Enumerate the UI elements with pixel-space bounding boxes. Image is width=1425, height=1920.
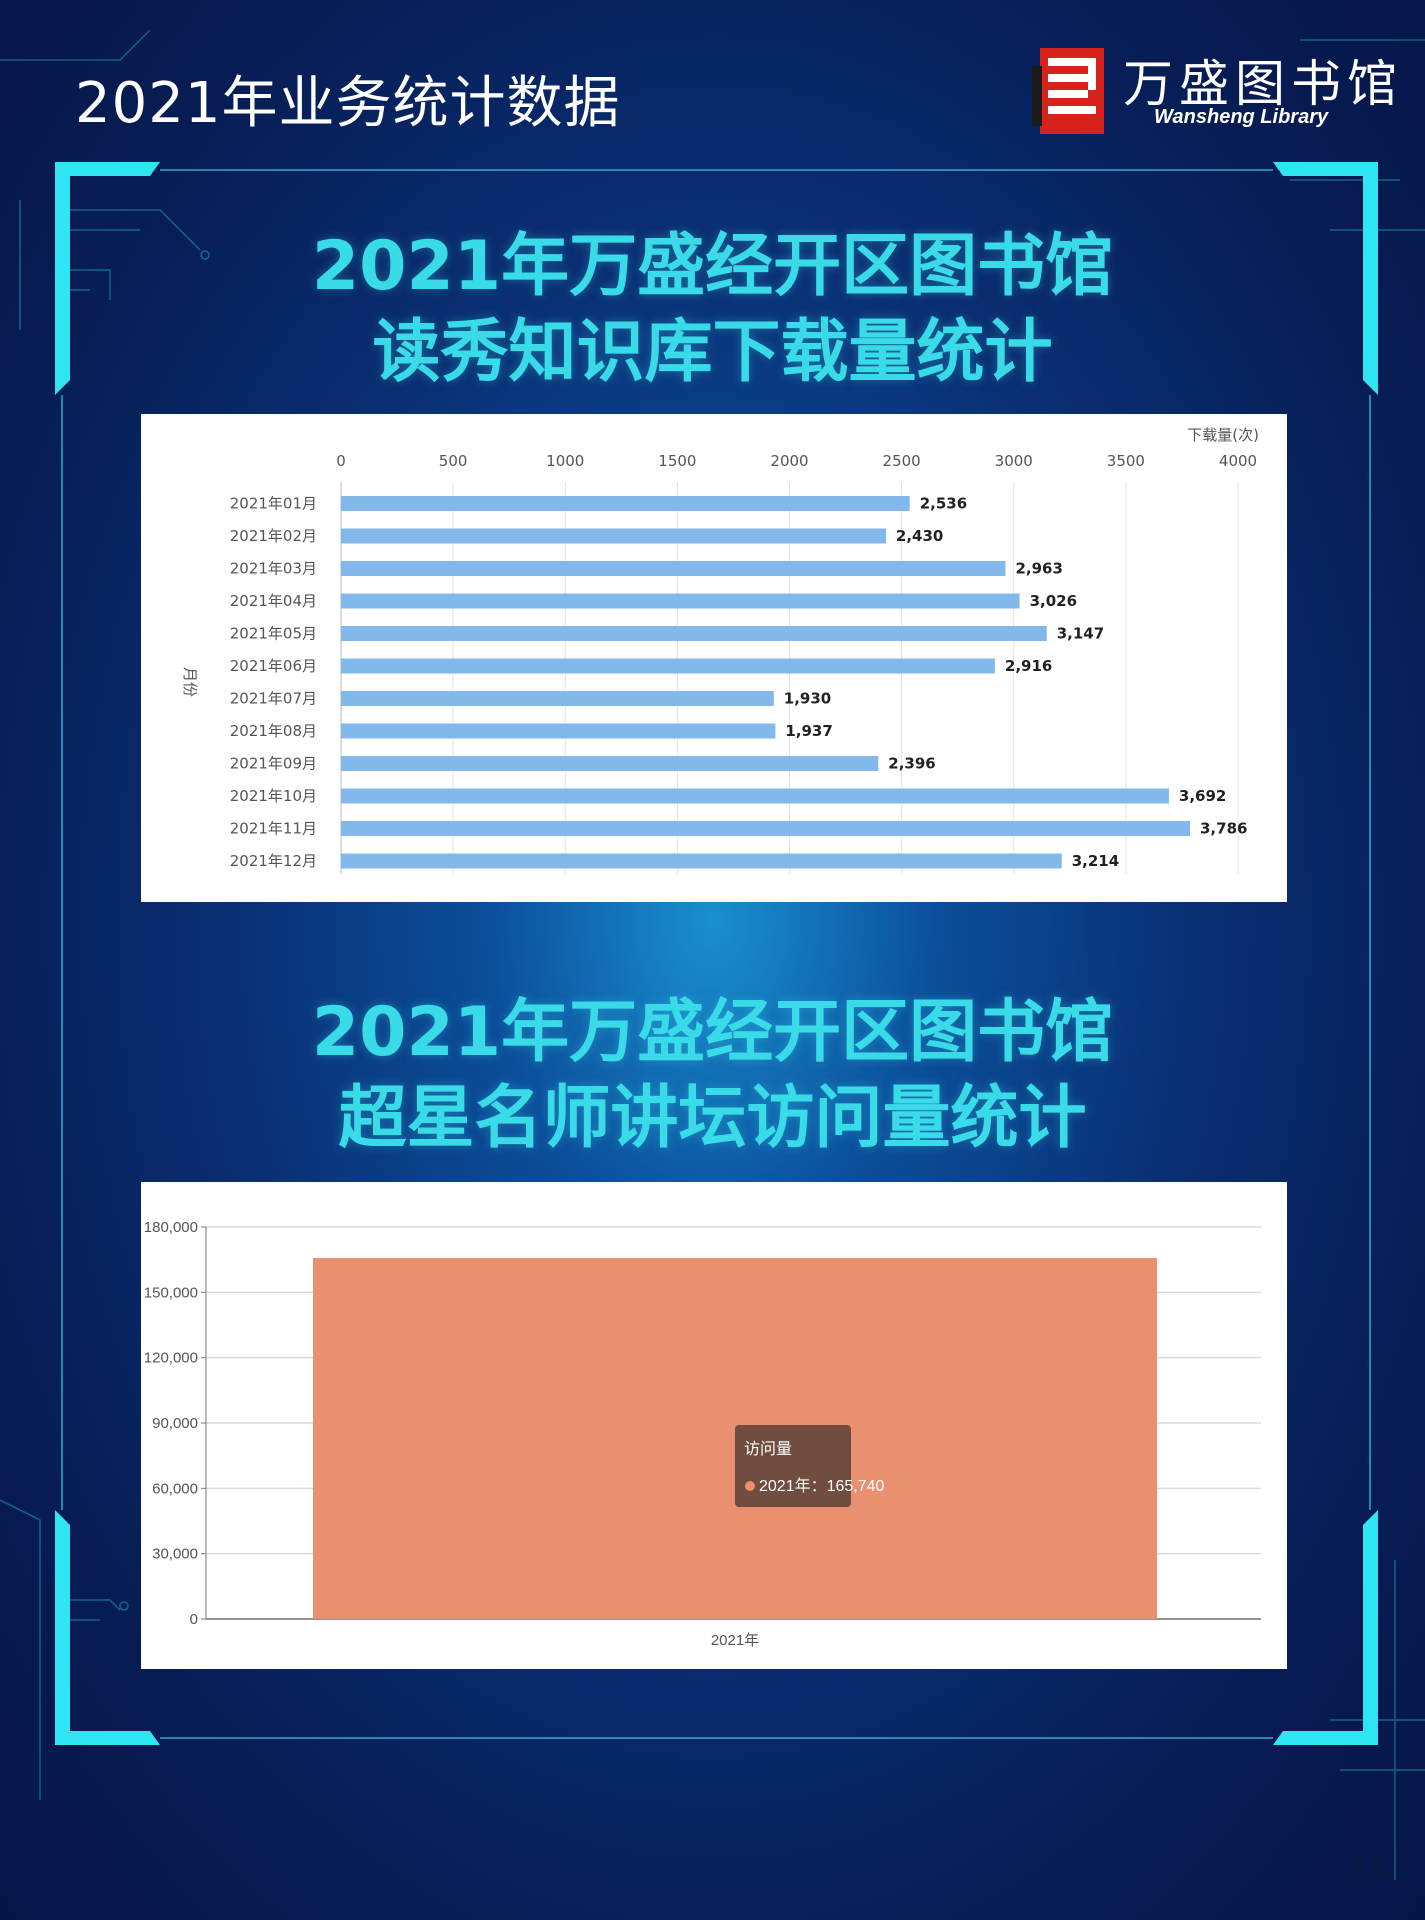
y-tick-label: 30,000 <box>152 1546 198 1563</box>
bar-12 <box>341 853 1062 869</box>
bar-10 <box>341 788 1169 804</box>
visits-chart-title-line1: 2021年万盛经开区图书馆 <box>311 993 1114 1072</box>
bar-9 <box>341 756 879 771</box>
bar-1 <box>341 496 910 511</box>
page-number: 14 <box>1352 1855 1386 1885</box>
y-tick-label: 2021年12月 <box>230 852 317 870</box>
x-tick-label: 500 <box>439 452 468 470</box>
bar-8 <box>341 723 776 739</box>
tooltip-marker <box>745 1481 755 1491</box>
library-logo: 万盛图书馆 Wansheng Library <box>1038 44 1397 140</box>
bar-value-label: 3,026 <box>1030 592 1077 610</box>
logo-name-en: Wansheng Library <box>1154 106 1329 128</box>
x-tick-label: 3500 <box>1107 452 1145 470</box>
y-tick-label: 2021年07月 <box>230 690 317 708</box>
logo-name-cn: 万盛图书馆 <box>1123 55 1403 113</box>
x-tick-label: 2000 <box>770 452 808 470</box>
download-chart-panel: 0 500 1000 1500 2000 2500 3000 3500 4000 下载量(次) 月份… <box>141 414 1287 902</box>
tooltip-series: 访问量 <box>744 1440 792 1458</box>
bar-value-label: 2,916 <box>1005 657 1052 675</box>
x-tick-label: 2021年 <box>711 1632 759 1649</box>
y-tick-label: 120,000 <box>144 1350 198 1367</box>
bar-6 <box>341 658 995 674</box>
bar-2 <box>341 528 886 544</box>
y-tick-label: 2021年06月 <box>230 657 317 675</box>
y-tick-label: 2021年04月 <box>230 592 317 610</box>
bar-value-label: 1,937 <box>785 722 832 740</box>
bar-value-label: 2,430 <box>896 527 943 545</box>
y-axis-label: 月份 <box>181 667 199 697</box>
y-tick-label: 2021年05月 <box>230 625 317 643</box>
x-tick-label: 2500 <box>883 452 921 470</box>
y-tick-label: 2021年03月 <box>230 560 317 578</box>
bar-value-label: 2,963 <box>1015 560 1062 578</box>
bar-value-label: 3,214 <box>1072 852 1119 870</box>
x-tick-label: 1500 <box>658 452 696 470</box>
tooltip-entry: 2021年：165,740 <box>759 1477 885 1495</box>
x-axis-label: 下载量(次) <box>1187 426 1259 444</box>
download-chart-title-line2: 读秀知识库下载量统计 <box>372 313 1053 392</box>
visits-chart-title: 2021年万盛经开区图书馆 超星名师讲坛访问量统计 <box>0 990 1425 1162</box>
y-tick-label: 60,000 <box>152 1480 198 1497</box>
bar-value-label: 3,692 <box>1179 787 1226 805</box>
bar-value-label: 3,786 <box>1200 820 1247 838</box>
x-tick-label: 4000 <box>1219 452 1257 470</box>
bar-7 <box>341 691 774 706</box>
y-tick-label: 2021年01月 <box>230 495 317 513</box>
y-tick-label: 150,000 <box>144 1284 198 1301</box>
y-tick-label: 90,000 <box>152 1415 198 1432</box>
bar-5 <box>341 626 1047 641</box>
bar-value-label: 2,536 <box>920 495 967 513</box>
bar-11 <box>341 821 1191 836</box>
bar-4 <box>341 593 1020 609</box>
visits-chart-title-line2: 超星名师讲坛访问量统计 <box>338 1079 1087 1158</box>
download-bar-chart: 0 500 1000 1500 2000 2500 3000 3500 4000 下载量(次) 月份… <box>181 426 1259 874</box>
x-tick-label: 3000 <box>995 452 1033 470</box>
x-tick-label: 0 <box>336 452 346 470</box>
y-tick-label: 2021年08月 <box>230 722 317 740</box>
download-chart-title: 2021年万盛经开区图书馆 读秀知识库下载量统计 <box>0 224 1425 396</box>
bar-value-label: 3,147 <box>1057 625 1104 643</box>
download-chart-title-line1: 2021年万盛经开区图书馆 <box>311 227 1114 306</box>
y-tick-label: 2021年09月 <box>230 755 317 773</box>
tooltip-box <box>735 1425 851 1507</box>
visits-bar-chart: 0 30,000 60,000 90,000 120,000 150,000 180,000… <box>144 1219 1261 1649</box>
x-tick-label: 1000 <box>546 452 584 470</box>
visits-chart-panel: 0 30,000 60,000 90,000 120,000 150,000 180,000… <box>141 1182 1287 1669</box>
y-tick-label: 2021年10月 <box>230 787 317 805</box>
bar-3 <box>341 561 1006 576</box>
bar-value-label: 1,930 <box>784 690 831 708</box>
page-title: 2021年业务统计数据 <box>75 71 621 136</box>
y-tick-label: 2021年02月 <box>230 527 317 545</box>
y-tick-label: 2021年11月 <box>230 820 317 838</box>
y-tick-label: 0 <box>190 1611 198 1628</box>
bar-value-label: 2,396 <box>888 755 935 773</box>
tooltip: 访问量 2021年：165,740 <box>735 1425 885 1507</box>
y-tick-label: 180,000 <box>144 1219 198 1236</box>
